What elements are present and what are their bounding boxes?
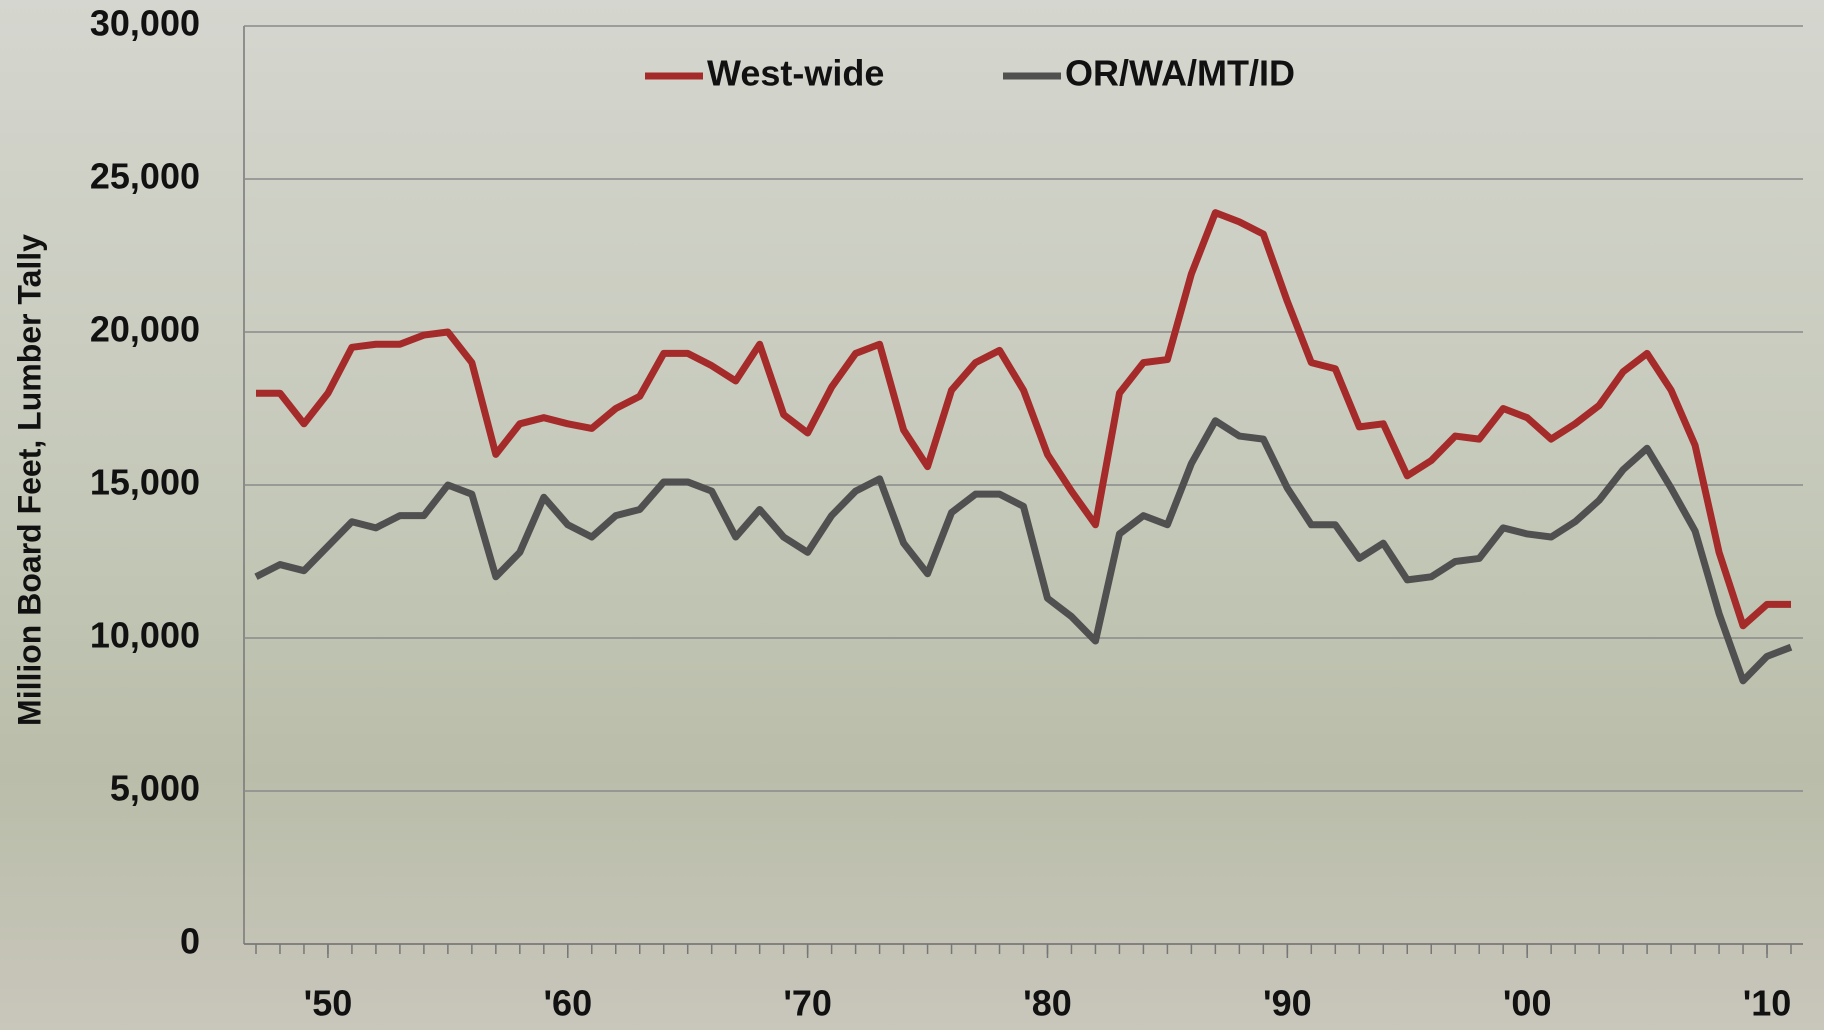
x-tick-label: '00 <box>1503 983 1552 1024</box>
series-line <box>254 417 1793 685</box>
x-tick-label: '70 <box>783 983 832 1024</box>
x-tick-label: '90 <box>1263 983 1312 1024</box>
y-tick-label: 5,000 <box>110 768 200 809</box>
y-tick-label: 25,000 <box>90 156 200 197</box>
x-tick-label: '80 <box>1023 983 1072 1024</box>
y-tick-label: 15,000 <box>90 462 200 503</box>
x-tick-label: '60 <box>543 983 592 1024</box>
y-tick-label: 20,000 <box>90 309 200 350</box>
legend-label: OR/WA/MT/ID <box>1065 53 1295 94</box>
y-axis-label: Million Board Feet, Lumber Tally <box>11 234 47 726</box>
x-tick-label: '50 <box>304 983 353 1024</box>
x-tick-label: '10 <box>1743 983 1792 1024</box>
y-tick-label: 10,000 <box>90 615 200 656</box>
y-tick-label: 30,000 <box>90 3 200 44</box>
legend-label: West-wide <box>707 53 884 94</box>
y-tick-label: 0 <box>180 921 200 962</box>
series-line <box>255 209 1792 630</box>
